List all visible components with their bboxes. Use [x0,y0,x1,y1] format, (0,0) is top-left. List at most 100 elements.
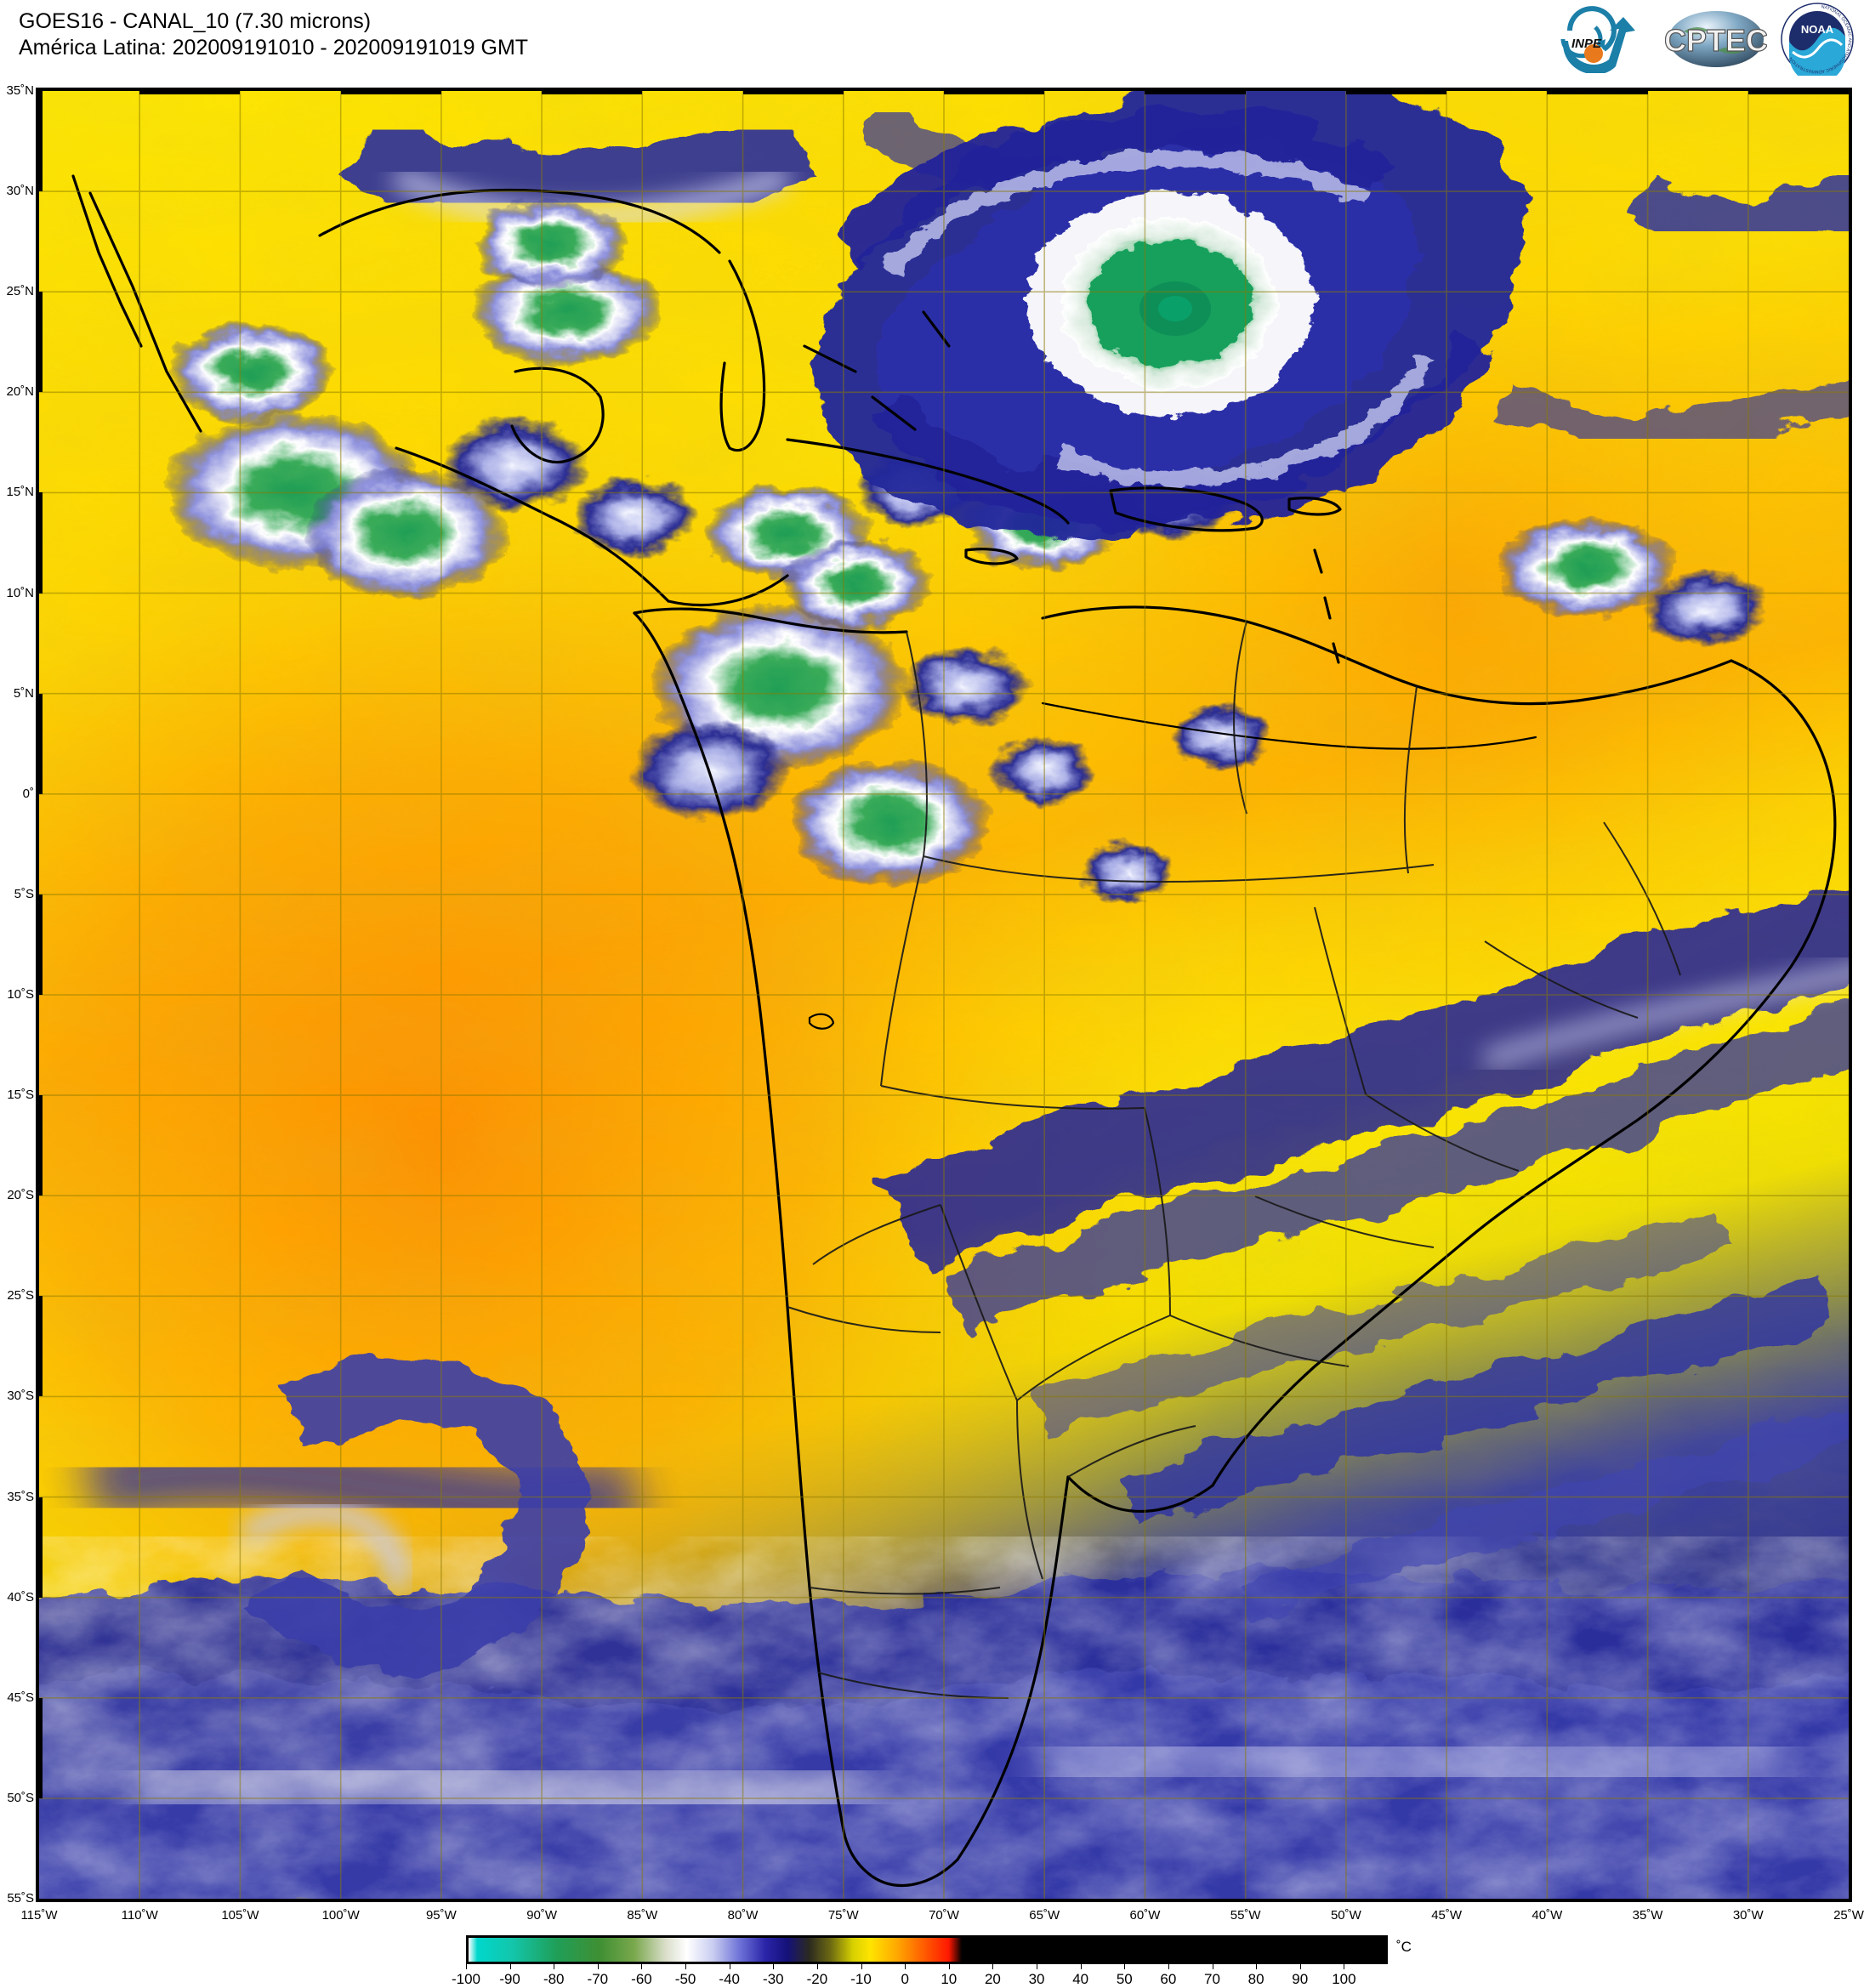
lat-tick-band [39,292,43,393]
lon-tick-label: 115˚W [20,1908,58,1923]
lon-tick-band [341,1899,441,1902]
lat-tick-band [1849,1497,1852,1598]
colorbar-tick [597,1964,599,1969]
lon-tick-label: 45˚W [1431,1908,1463,1923]
colorbar-gradient [469,1938,1385,1962]
colorbar-tick [1124,1964,1126,1969]
colorbar-tick-label: -20 [806,1971,828,1987]
lat-tick-band [1849,492,1852,593]
lon-tick-band [944,1899,1044,1902]
lat-tick-label: 15˚N [6,485,34,500]
cptec-logo: CPTEC [1663,6,1769,72]
colorbar-tick [948,1964,950,1969]
lat-tick-label: 20˚S [7,1188,34,1203]
colorbar-tick-label: 50 [1116,1971,1133,1987]
colorbar-tick-label: -70 [587,1971,609,1987]
lat-tick-band [39,1296,43,1397]
lon-tick-band [743,1899,844,1902]
colorbar-tick [1299,1964,1301,1969]
inpe-logo-icon: INPE [1560,6,1635,75]
colorbar-tick-label: -60 [631,1971,652,1987]
colorbar-tick [992,1964,994,1969]
colorbar-tick-label: 0 [901,1971,909,1987]
south-atlantic-front [884,885,1849,1439]
lat-tick-band [1849,91,1852,191]
colorbar-tick-label: -80 [543,1971,565,1987]
temperature-colorbar[interactable] [466,1935,1388,1964]
colorbar-tick-label: 60 [1160,1971,1177,1987]
colorbar-tick-label: -90 [499,1971,520,1987]
lat-tick-label: 10˚N [6,585,34,600]
lat-tick-label: 20˚N [6,384,34,400]
colorbar-tick-label: 30 [1028,1971,1045,1987]
lat-tick-label: 30˚S [7,1389,34,1404]
lon-tick-label: 95˚W [425,1908,457,1923]
cptec-logo-icon: CPTEC [1663,11,1769,67]
lon-tick-band [139,91,241,94]
lat-tick-band [1849,1296,1852,1396]
colorbar-tick [905,1964,906,1969]
lon-tick-label: 90˚W [526,1908,558,1923]
lat-tick-label: 10˚S [7,987,34,1002]
colorbar-tick [816,1964,818,1969]
lat-tick-band [39,1497,43,1598]
pacific-vortex [236,1356,588,1673]
lon-tick-label: 70˚W [929,1908,959,1923]
lat-tick-band [39,91,43,192]
colorbar-tick-label: 10 [941,1971,958,1987]
satellite-image-canvas [39,91,1849,1899]
lat-tick-label: 5˚S [14,886,34,901]
svg-text:INPE: INPE [1571,37,1602,51]
lon-tick-band [1346,1899,1446,1902]
colorbar-tick-label: -100 [451,1971,481,1987]
lat-tick-band [1849,292,1852,392]
svg-text:NOAA: NOAA [1801,23,1834,36]
colorbar-tick-label: -50 [674,1971,696,1987]
colorbar-tick [861,1964,862,1969]
satellite-map[interactable] [36,88,1852,1902]
lat-tick-label: 15˚S [7,1088,34,1103]
lon-tick-band [742,91,844,94]
lon-tick-label: 85˚W [627,1908,658,1923]
lat-tick-label: 25˚S [7,1288,34,1304]
page-title: GOES16 - CANAL_10 (7.30 microns) América… [19,9,528,61]
logo-bar: INPE CPTEC [1549,3,1854,83]
colorbar-tick-label: -10 [850,1971,872,1987]
title-channel-line: GOES16 - CANAL_10 (7.30 microns) [19,9,372,33]
title-region-time-line: América Latina: 202009191010 - 202009191… [19,36,529,60]
colorbar-tick-label: 40 [1072,1971,1089,1987]
lon-tick-band [542,91,643,94]
lon-tick-label: 35˚W [1632,1908,1663,1923]
colorbar-tick-label: 100 [1332,1971,1356,1987]
map-graticule [39,91,1849,1899]
lon-tick-label: 25˚W [1833,1908,1864,1923]
lat-tick-band [39,894,43,995]
lon-tick-label: 30˚W [1732,1908,1764,1923]
lon-tick-band [542,1899,642,1902]
hurricane-teddy [816,91,1525,536]
colorbar-tick [509,1964,511,1969]
subtropical-jet-band [1118,1271,1849,1622]
colorbar-tick-label: 90 [1292,1971,1309,1987]
lon-tick-band [1748,91,1849,94]
lat-tick-band [39,693,43,794]
lon-tick-band [1547,91,1648,94]
lon-tick-band [1145,1899,1245,1902]
lat-tick-band [39,492,43,594]
colorbar-tick-label: 80 [1247,1971,1264,1987]
colorbar-tick-label: 20 [984,1971,1001,1987]
lon-tick-label: 60˚W [1129,1908,1161,1923]
colorbar-tick [466,1964,467,1969]
lon-tick-band [1547,1899,1647,1902]
lon-tick-band [944,91,1045,94]
lon-tick-label: 50˚W [1330,1908,1361,1923]
political-borders [787,621,1681,1699]
page-header: GOES16 - CANAL_10 (7.30 microns) América… [0,0,1864,85]
colorbar-tick-label: -30 [763,1971,784,1987]
lon-tick-band [1748,1899,1849,1902]
lat-tick-label: 50˚S [7,1790,34,1805]
colorbar-tick-label: 70 [1204,1971,1220,1987]
lon-tick-label: 80˚W [727,1908,759,1923]
lat-tick-label: 5˚N [13,685,34,701]
colorbar-tick [1256,1964,1258,1969]
